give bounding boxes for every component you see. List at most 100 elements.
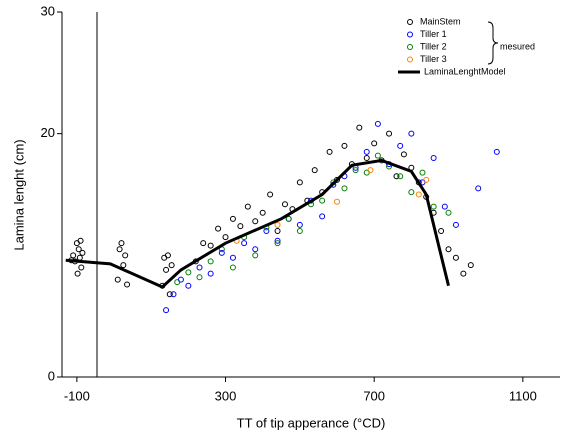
data-point <box>386 130 393 137</box>
data-point <box>267 191 274 198</box>
data-point <box>170 291 177 298</box>
data-point <box>274 240 281 247</box>
data-point <box>74 270 81 277</box>
data-point <box>408 189 415 196</box>
data-point <box>252 218 259 225</box>
data-point <box>363 148 370 155</box>
legend-marker <box>407 19 413 25</box>
data-point <box>229 215 236 222</box>
data-point <box>241 240 248 247</box>
data-point <box>334 198 341 205</box>
data-point <box>120 262 127 269</box>
data-point <box>367 167 374 174</box>
y-tick-label: 20 <box>41 125 55 140</box>
legend-brace <box>487 21 499 65</box>
data-point <box>70 252 77 259</box>
data-point <box>296 221 303 228</box>
data-point <box>438 228 445 234</box>
data-point <box>200 240 207 247</box>
data-point <box>196 274 203 281</box>
data-point <box>352 167 359 174</box>
data-point <box>415 191 422 198</box>
data-point <box>274 228 281 234</box>
data-point <box>374 120 381 127</box>
data-point <box>285 215 292 222</box>
data-point <box>218 249 225 256</box>
data-point <box>356 124 363 131</box>
data-point <box>445 246 452 253</box>
x-tick-label: -100 <box>64 388 90 403</box>
data-point <box>452 254 459 261</box>
data-point <box>341 185 348 192</box>
y-tick-label: 30 <box>41 3 55 18</box>
data-point <box>400 151 407 158</box>
data-point <box>168 262 175 269</box>
data-point <box>79 249 86 256</box>
data-point <box>78 264 85 271</box>
data-point <box>467 262 474 269</box>
data-point <box>493 148 500 155</box>
data-point <box>229 254 236 261</box>
data-point <box>163 266 170 273</box>
data-point <box>430 203 437 210</box>
data-point <box>76 254 83 261</box>
data-point <box>326 148 333 155</box>
data-point <box>207 258 214 265</box>
y-tick-label: 0 <box>48 368 55 383</box>
data-point <box>244 203 251 210</box>
data-point <box>319 197 326 204</box>
data-point <box>430 155 437 161</box>
data-point <box>215 225 222 232</box>
data-point <box>441 203 448 210</box>
data-point <box>274 221 281 228</box>
data-point <box>460 270 467 277</box>
data-point <box>296 228 303 234</box>
data-point <box>174 279 181 286</box>
data-point <box>341 142 348 149</box>
data-point <box>207 270 214 277</box>
y-axis-label: Lamina lenght (cm) <box>11 139 26 250</box>
data-point <box>77 237 84 244</box>
data-point <box>393 173 400 180</box>
data-point <box>408 130 415 137</box>
data-point <box>122 252 129 259</box>
data-point <box>164 252 171 259</box>
legend-marker <box>407 44 413 50</box>
data-point <box>423 176 430 183</box>
data-point <box>445 209 452 216</box>
data-point <box>419 169 426 176</box>
data-point <box>274 237 281 244</box>
x-tick-label: 300 <box>215 388 237 403</box>
data-point <box>319 213 326 220</box>
data-point <box>124 281 131 288</box>
legend-label: Tiller 2 <box>420 41 447 51</box>
legend-label: LaminaLenghtModel <box>424 66 506 76</box>
data-point <box>163 307 170 314</box>
data-point <box>363 155 370 161</box>
data-point <box>229 264 236 271</box>
data-point <box>114 276 121 283</box>
data-point <box>116 246 123 253</box>
data-point <box>75 246 82 253</box>
data-point <box>263 228 270 234</box>
data-point <box>118 240 125 247</box>
data-point <box>371 140 378 147</box>
data-point <box>252 252 259 259</box>
legend-label: Tiller 3 <box>420 54 447 64</box>
data-point <box>237 223 244 230</box>
data-point <box>452 221 459 228</box>
data-point <box>397 173 404 180</box>
legend-marker <box>407 56 413 63</box>
data-point <box>252 246 259 253</box>
legend-label: MainStem <box>420 16 461 26</box>
legend-annotation: mesured <box>500 41 535 51</box>
x-tick-label: 1100 <box>509 388 537 403</box>
legend-label: Tiller 1 <box>420 29 447 39</box>
data-point <box>374 152 381 159</box>
data-point <box>207 242 214 249</box>
data-point <box>259 209 266 216</box>
data-point <box>196 264 203 271</box>
data-point <box>397 142 404 149</box>
data-point <box>281 201 288 208</box>
